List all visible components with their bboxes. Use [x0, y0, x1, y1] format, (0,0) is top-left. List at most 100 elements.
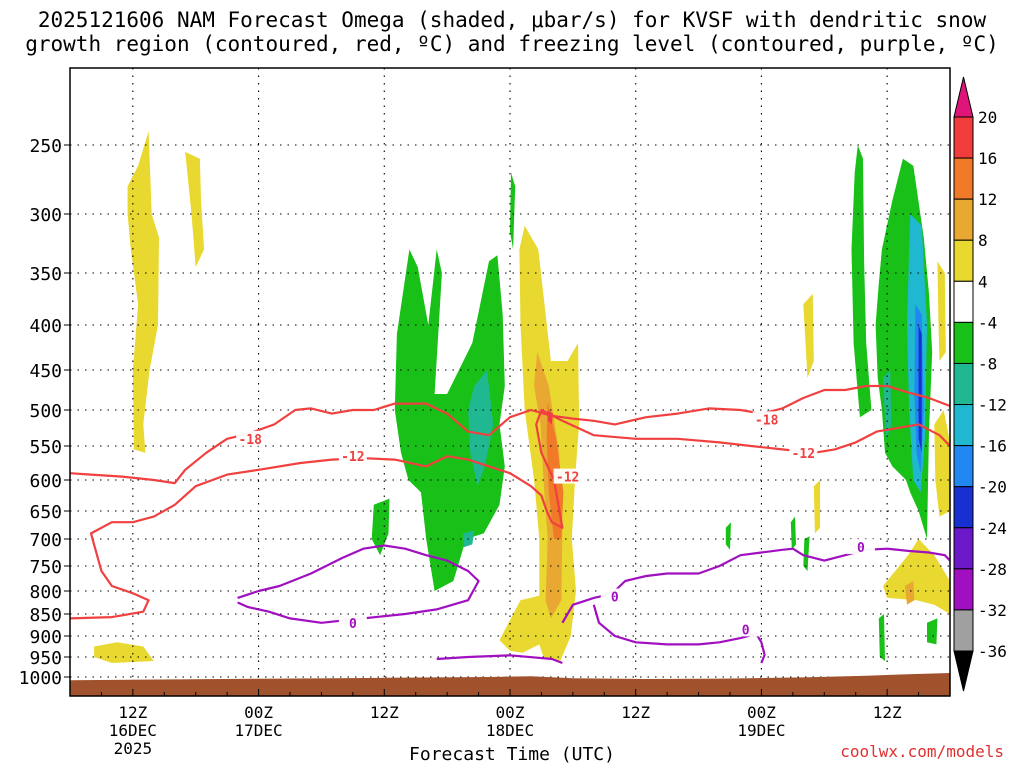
contour-freezing-a: [237, 544, 480, 624]
contour-freezing-b: [436, 654, 563, 665]
x-tick-label-2: 12Z: [370, 703, 399, 722]
y-tick-label-800: 800: [29, 582, 62, 603]
colorbar-label-6: -8: [978, 354, 997, 373]
omega-region-green-tiny: [510, 172, 516, 250]
x-tick-label-4: 12Z: [621, 703, 650, 722]
omega-region-yellow-late-b: [934, 410, 950, 517]
colorbar-swatch-1: [953, 157, 974, 200]
y-tick-label-900: 900: [29, 627, 62, 648]
x-axis-title: Forecast Time (UTC): [409, 744, 615, 765]
y-tick-label-550: 550: [29, 437, 62, 458]
x-tick-label-5: 00Z: [747, 703, 776, 722]
colorbar-label-4: 4: [978, 272, 988, 291]
contour-label-1: -12: [341, 450, 364, 465]
omega-region-yellow-low: [94, 642, 154, 663]
colorbar-label-7: -12: [978, 396, 1007, 415]
omega-region-teal-mid: [468, 370, 494, 487]
contour-label-bg-8: [846, 539, 875, 555]
omega-region-yellow-late-d: [813, 480, 821, 534]
contour-label-0: -18: [238, 433, 262, 448]
colorbar-swatch-6: [953, 362, 974, 406]
omega-region-green-late-small: [790, 516, 796, 550]
y-tick-label-850: 850: [29, 605, 62, 626]
y-tick-label-600: 600: [29, 471, 62, 492]
y-tick-label-450: 450: [29, 361, 62, 382]
colorbar-swatch-11: [953, 568, 974, 611]
colorbar-label-0: 20: [978, 108, 997, 127]
colorbar-swatch-3: [953, 239, 974, 282]
x-tick-label-6: 12Z: [873, 703, 902, 722]
contour-label-3: -18: [755, 413, 779, 428]
colorbar-swatch-4: [953, 280, 974, 323]
chart-title-line-1: 2025121606 NAM Forecast Omega (shaded, μ…: [37, 8, 987, 32]
colorbar-label-13: -36: [978, 642, 1007, 661]
contour-freezing-d: [592, 604, 766, 664]
colorbar-swatch-0: [953, 116, 974, 159]
x-tick-date-1: 17DEC: [234, 721, 282, 740]
colorbar-top-arrow: [953, 76, 974, 118]
omega-region-yellow-early-b: [185, 151, 205, 268]
colorbar-swatch-2: [953, 198, 974, 241]
y-tick-label-650: 650: [29, 502, 62, 523]
omega-region-yellow-early: [127, 131, 159, 453]
colorbar-label-12: -32: [978, 601, 1007, 620]
contour-label-2: -12: [556, 471, 579, 486]
contour-label-bg-0: [236, 430, 265, 446]
contour-label-bg-5: [338, 614, 367, 630]
y-tick-label-750: 750: [29, 557, 62, 578]
x-tick-date-3: 18DEC: [486, 721, 534, 740]
omega-region-orange-main: [534, 352, 563, 619]
y-tick-label-500: 500: [29, 401, 62, 422]
contour-label-bg-7: [731, 621, 760, 637]
omega-region-yellow-late-c: [803, 293, 814, 378]
contour-label-bg-3: [752, 411, 781, 427]
contour-label-bg-6: [600, 588, 629, 604]
colorbar-label-2: 12: [978, 190, 997, 209]
contour-label-bg-4: [789, 444, 818, 460]
y-tick-label-250: 250: [29, 136, 62, 157]
contour-label-6: 0: [611, 591, 619, 606]
omega-region-green-late-small-c: [878, 614, 885, 661]
omega-region-yellow-late: [937, 261, 946, 361]
colorbar-swatch-5: [953, 321, 974, 364]
omega-region-green-late: [851, 145, 872, 418]
colorbar-label-1: 16: [978, 149, 997, 168]
omega-region-green-main: [394, 249, 505, 591]
x-tick-date-5: 19DEC: [737, 721, 785, 740]
x-tick-label-3: 00Z: [496, 703, 525, 722]
omega-region-green-small: [371, 498, 390, 556]
contour-label-7: 0: [742, 623, 750, 638]
contour-label-bg-1: [338, 448, 367, 464]
colorbar-label-9: -20: [978, 478, 1007, 497]
contour-minus12: [70, 408, 950, 620]
credit-text: coolwx.com/models: [840, 742, 1004, 761]
y-tick-label-300: 300: [29, 205, 62, 226]
colorbar-swatch-10: [953, 527, 974, 570]
colorbar-swatch-12: [953, 609, 974, 652]
contour-label-8: 0: [857, 541, 865, 556]
y-tick-label-400: 400: [29, 316, 62, 337]
contour-minus18: [70, 384, 950, 485]
colorbar-label-11: -28: [978, 560, 1007, 579]
colorbar-swatch-9: [953, 486, 974, 529]
x-tick-label-0: 12Z: [118, 703, 147, 722]
omega-region-green-late-small-e: [725, 522, 731, 550]
y-tick-label-1000: 1000: [19, 668, 62, 689]
colorbar-label-8: -16: [978, 437, 1007, 456]
colorbar-label-10: -24: [978, 519, 1007, 538]
omega-region-orange-late: [905, 581, 915, 605]
contour-label-4: -12: [792, 447, 815, 462]
x-tick-date-0: 16DEC: [109, 721, 157, 740]
colorbar-swatch-8: [953, 445, 974, 488]
ground-terrain: [70, 673, 950, 696]
colorbar-bottom-arrow: [953, 650, 974, 692]
colorbar-label-3: 8: [978, 231, 988, 250]
contour-label-bg-2: [553, 468, 582, 484]
y-tick-label-950: 950: [29, 648, 62, 669]
x-tick-year-0: 2025: [114, 739, 153, 758]
y-tick-label-350: 350: [29, 264, 62, 285]
colorbar-swatch-7: [953, 404, 974, 447]
omega-region-darkblue-core: [918, 325, 922, 453]
omega-region-green-late-small-b: [803, 536, 810, 571]
colorbar-label-5: -4: [978, 313, 997, 332]
